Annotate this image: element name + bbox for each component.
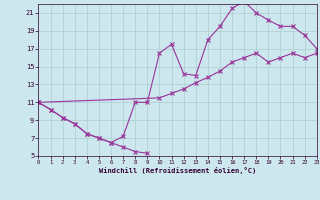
X-axis label: Windchill (Refroidissement éolien,°C): Windchill (Refroidissement éolien,°C) [99,167,256,174]
